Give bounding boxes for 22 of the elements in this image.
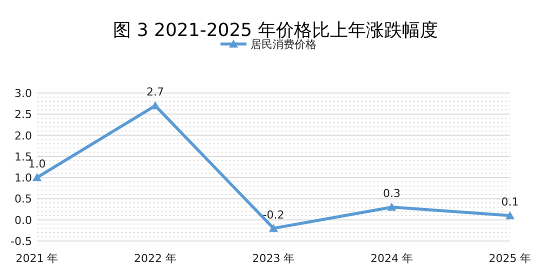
x-tick-label: 2025 年 <box>488 252 532 265</box>
y-tick-label: 2.0 <box>14 129 32 142</box>
point <box>387 202 396 211</box>
x-tick-label: 2022 年 <box>134 252 176 265</box>
x-tick-label: 2021 年 <box>16 252 58 265</box>
x-tick-label: 2024 年 <box>370 252 413 265</box>
text: 2.7 <box>146 86 164 99</box>
point <box>269 224 278 232</box>
point <box>32 173 42 182</box>
y-tick-label: 0.0 <box>14 214 32 227</box>
text: 0.1 <box>501 196 519 209</box>
y-tick-label: 0.5 <box>14 192 32 206</box>
y-tick-label: 1.0 <box>14 172 32 185</box>
text: -0.2 <box>262 208 284 222</box>
text: 0.3 <box>383 187 400 200</box>
y-tick-label: 2.5 <box>14 108 32 122</box>
legend-label: 居民消费价格 <box>250 38 316 51</box>
y-tick-label: -0.5 <box>10 235 32 248</box>
y-tick-label: 3.0 <box>14 87 32 100</box>
point <box>506 211 514 220</box>
y-tick-label: 1.5 <box>14 150 32 164</box>
x-tick-label: 2023 年 <box>252 252 295 265</box>
